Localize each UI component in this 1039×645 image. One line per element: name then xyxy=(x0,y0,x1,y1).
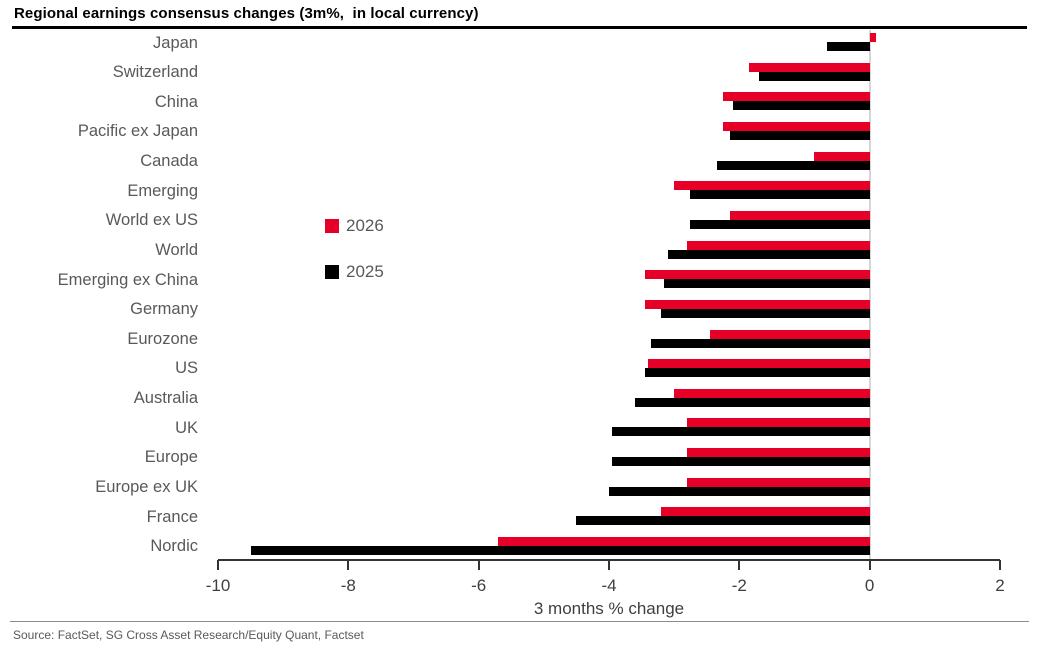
category-label: Europe xyxy=(144,448,198,467)
category-label: Japan xyxy=(153,33,198,52)
bar-2025-world-ex-us xyxy=(690,220,870,229)
x-tick xyxy=(999,560,1001,570)
x-tick-label: -10 xyxy=(205,576,231,595)
bar-2026-europe-ex-uk xyxy=(687,477,870,487)
bar-2026-emerging xyxy=(674,181,870,191)
x-tick xyxy=(868,560,871,570)
bar-2025-switzerland xyxy=(758,71,870,81)
x-tick-label: -6 xyxy=(471,576,487,595)
x-tick-label: -8 xyxy=(340,576,356,595)
source-note: Source: FactSet, SG Cross Asset Research… xyxy=(13,628,364,642)
x-tick xyxy=(217,560,219,570)
bar-2026-world xyxy=(687,240,870,250)
bar-2025-us xyxy=(644,368,870,378)
bar-2026-australia xyxy=(674,388,870,398)
footer-separator xyxy=(10,621,1029,622)
legend-label-2025: 2025 xyxy=(346,262,384,281)
category-label: France xyxy=(146,507,198,526)
chart-title: Regional earnings consensus changes (3m%… xyxy=(14,5,479,22)
category-label: Europe ex UK xyxy=(95,478,198,497)
legend-swatch-2026 xyxy=(325,219,339,233)
x-tick xyxy=(347,560,350,570)
x-tick-label: -4 xyxy=(601,576,617,595)
bar-2026-japan xyxy=(869,33,877,43)
bar-2025-world xyxy=(667,249,870,259)
category-label: Germany xyxy=(130,300,198,319)
bar-2026-emerging-ex-china xyxy=(644,270,870,280)
category-label: Canada xyxy=(140,152,198,171)
category-label: Pacific ex Japan xyxy=(77,122,198,141)
category-label: Emerging ex China xyxy=(57,270,198,289)
bar-2026-nordic xyxy=(498,536,870,546)
bar-2026-germany xyxy=(644,299,870,309)
category-label: Australia xyxy=(133,389,198,408)
bar-2026-switzerland xyxy=(749,62,870,72)
legend-swatch-2025 xyxy=(325,265,339,279)
x-tick-label: 0 xyxy=(864,576,875,595)
bar-2025-nordic xyxy=(250,545,870,555)
bar-2025-emerging-ex-china xyxy=(664,279,870,289)
category-label: Emerging xyxy=(127,181,198,200)
legend-item-2026: 2026 xyxy=(325,217,384,235)
bar-2025-europe xyxy=(612,457,870,467)
category-label: China xyxy=(154,92,198,111)
x-tick-label: -2 xyxy=(731,576,747,595)
category-label: Eurozone xyxy=(127,329,198,348)
bar-2026-pacific-ex-japan xyxy=(723,122,870,132)
bar-2025-australia xyxy=(635,397,870,407)
bar-2026-us xyxy=(648,359,870,369)
category-label: US xyxy=(175,359,198,378)
bar-2026-europe xyxy=(687,448,870,458)
bar-2026-world-ex-us xyxy=(729,211,870,220)
bar-2025-canada xyxy=(716,160,870,170)
x-axis-title: 3 months % change xyxy=(533,599,685,618)
x-tick xyxy=(738,560,741,570)
legend-label-2026: 2026 xyxy=(346,216,384,235)
bar-2026-uk xyxy=(687,418,870,428)
bar-2025-europe-ex-uk xyxy=(609,486,870,496)
category-label: Switzerland xyxy=(112,63,198,82)
x-tick-label: 2 xyxy=(995,576,1005,595)
bar-2025-pacific-ex-japan xyxy=(729,131,870,141)
bar-2025-eurozone xyxy=(651,338,870,348)
bar-2025-france xyxy=(576,516,870,526)
category-label: UK xyxy=(175,418,198,437)
bar-2025-china xyxy=(732,101,870,111)
bar-2026-canada xyxy=(814,151,870,161)
category-label: World xyxy=(155,240,198,259)
bar-2025-germany xyxy=(661,308,870,318)
bar-2025-uk xyxy=(612,427,870,437)
x-tick xyxy=(608,560,610,570)
legend-item-2025: 2025 xyxy=(325,263,384,281)
x-tick xyxy=(477,560,480,570)
bar-2025-emerging xyxy=(690,190,870,200)
bar-2026-eurozone xyxy=(710,329,870,339)
title-underline xyxy=(12,26,1027,29)
bar-2026-france xyxy=(661,507,870,517)
category-label: World ex US xyxy=(105,211,198,230)
bar-2026-china xyxy=(723,92,870,102)
zero-gridline xyxy=(868,30,871,559)
category-label: Nordic xyxy=(150,537,198,556)
bar-2025-japan xyxy=(827,42,870,52)
